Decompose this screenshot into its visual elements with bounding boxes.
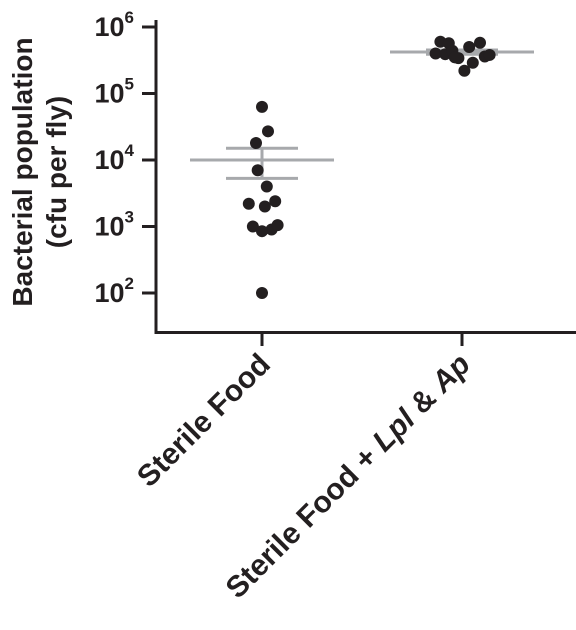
data-point-0-11 [256, 225, 268, 238]
data-point-0-0 [256, 100, 268, 113]
y-tick-label-3: 105 [94, 75, 134, 109]
data-point-0-5 [242, 197, 255, 210]
data-point-0-3 [251, 164, 264, 177]
data-point-1-8 [458, 64, 471, 77]
data-point-1-9 [463, 41, 476, 54]
y-axis-label: Bacterial population (cfu per fly) [7, 37, 72, 306]
y-tick-label-4: 106 [94, 8, 134, 42]
y-axis-label-line2: (cfu per fly) [41, 96, 72, 248]
y-axis-label-line1: Bacterial population [7, 37, 38, 306]
y-tick-label-0: 102 [94, 274, 134, 308]
data-point-0-8 [246, 220, 259, 233]
data-point-0-6 [269, 195, 282, 208]
data-point-0-2 [250, 137, 262, 150]
data-points [242, 35, 496, 299]
data-point-1-12 [448, 51, 461, 64]
y-tick-label-1: 103 [94, 208, 134, 242]
y-tick-label-2: 104 [94, 141, 134, 175]
y-axis-ticks: 102 103 104 105 106 [94, 8, 156, 308]
x-axis-ticks [260, 332, 464, 346]
data-point-0-1 [262, 125, 274, 138]
data-point-0-12 [256, 287, 268, 299]
data-point-0-7 [258, 200, 271, 213]
data-point-1-3 [429, 47, 442, 60]
data-point-1-11 [483, 48, 496, 61]
data-point-1-2 [474, 36, 486, 49]
data-point-1-7 [466, 56, 479, 69]
mean-sem-lines [190, 48, 534, 180]
data-point-0-10 [271, 219, 284, 232]
category-label-0: Sterile Food [131, 348, 277, 494]
data-point-0-4 [260, 180, 273, 193]
